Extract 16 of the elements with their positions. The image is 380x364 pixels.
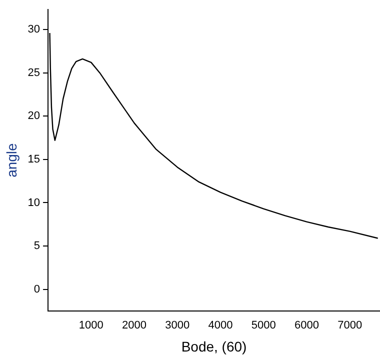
x-tick-label: 1000 <box>78 320 104 332</box>
y-tick-label: 10 <box>28 196 40 209</box>
y-axis-title: angle <box>3 142 20 178</box>
x-tick-label: 5000 <box>251 320 276 332</box>
y-tick-label: 25 <box>28 66 40 79</box>
x-axis-title: Bode, (60) <box>181 338 247 354</box>
x-tick-label: 4000 <box>208 320 233 332</box>
x-tick-label: 6000 <box>294 320 319 332</box>
y-tick-label: 20 <box>28 110 40 122</box>
x-tick-label: 2000 <box>122 320 146 332</box>
y-tick-label: 30 <box>28 24 40 36</box>
x-tick-label: 7000 <box>338 320 362 332</box>
y-tick-label: 5 <box>34 240 40 252</box>
y-tick-label: 0 <box>34 283 40 296</box>
y-tick-label: 15 <box>28 153 40 166</box>
x-tick-label: 3000 <box>165 320 190 332</box>
